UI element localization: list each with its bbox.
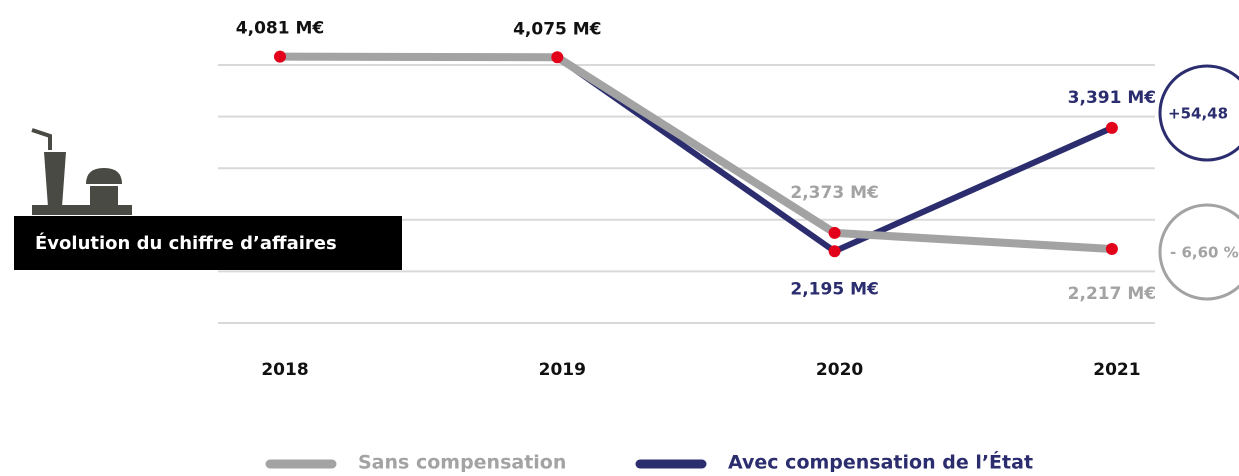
series-line [279,53,1114,255]
point [828,226,841,239]
title-box [14,216,402,270]
x-tick-label: 2019 [539,360,586,380]
x-tick-label: 2021 [1093,360,1140,380]
annotation: - 6,60 % [1170,244,1239,262]
x-tick-label: 2018 [261,360,308,380]
data-label: 4,081 M€ [236,19,324,39]
legend-label: Avec compensation de l’État [728,451,1033,473]
icon [31,128,132,215]
x-tick-label: 2020 [816,360,863,380]
series-line [279,52,1113,253]
data-label: 4,075 M€ [513,19,601,39]
annotation: +54,48 [1168,105,1228,123]
badge [1158,64,1239,162]
point [551,51,564,64]
legend-label: Sans compensation [358,452,566,473]
data-label: 2,195 M€ [790,279,878,299]
data-label: 2,373 M€ [790,183,878,203]
point [274,50,286,63]
point [828,245,841,258]
chart-title: Évolution du chiffre d’affaires [35,232,337,254]
data-label: 3,391 M€ [1068,88,1156,108]
data-label: 2,217 M€ [1068,284,1156,304]
point [1105,243,1118,256]
badge [1158,203,1239,301]
point [1105,121,1118,134]
